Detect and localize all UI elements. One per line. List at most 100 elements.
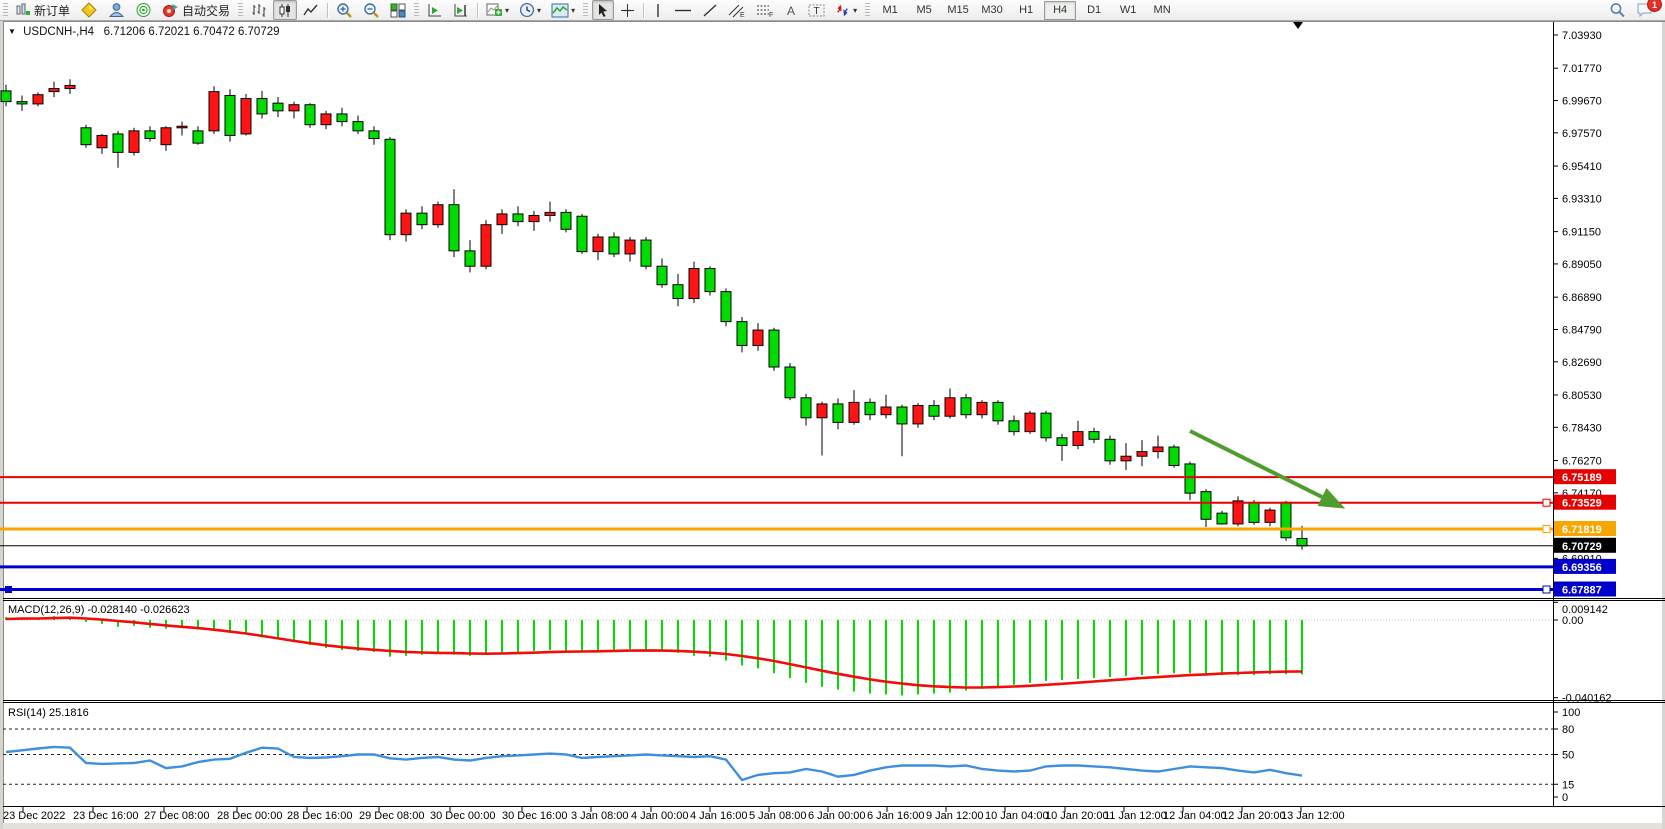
- price-axis[interactable]: 7.03930 7.01770 6.99670 6.97570 6.95410 6.933…: [1553, 30, 1602, 565]
- svg-text:-0.040162: -0.040162: [1562, 693, 1612, 705]
- svg-text:6.95410: 6.95410: [1562, 161, 1602, 173]
- symbol-dropdown-icon[interactable]: ▼: [8, 27, 16, 36]
- window-bottom-edge: [0, 823, 1665, 829]
- notifications-button[interactable]: 1: [1632, 0, 1662, 20]
- crosshair-tool-button[interactable]: [616, 0, 639, 20]
- search-button[interactable]: [1605, 0, 1630, 20]
- trendline-tool-button[interactable]: [698, 0, 722, 20]
- price-badge: [1554, 537, 1616, 553]
- auto-trading-button[interactable]: 自动交易: [158, 0, 234, 20]
- order-diamond-button[interactable]: [76, 0, 102, 20]
- timeframe-h4-button[interactable]: H4: [1044, 0, 1077, 20]
- svg-text:A: A: [787, 4, 795, 18]
- trader-profile-button[interactable]: [104, 0, 129, 20]
- svg-text:7.03930: 7.03930: [1562, 30, 1602, 42]
- templates-button[interactable]: ▾: [547, 0, 579, 20]
- svg-text:E: E: [740, 12, 745, 18]
- toolbar-grip[interactable]: [414, 3, 420, 17]
- fibonacci-tool-button[interactable]: F: [752, 0, 778, 20]
- line-handle[interactable]: [1542, 525, 1551, 534]
- zoom-out-button[interactable]: [359, 0, 384, 20]
- text-a-icon: A: [787, 4, 795, 18]
- toolbar-grip[interactable]: [583, 3, 589, 17]
- rsi-label: RSI(14) 25.1816: [8, 707, 89, 719]
- timeframe-mn-button[interactable]: MN: [1153, 4, 1171, 16]
- equidistant-channel-tool-button[interactable]: E: [724, 0, 750, 20]
- macd-signal-line: [5, 616, 1303, 689]
- timeframe-menu-button[interactable]: ▾: [515, 0, 545, 20]
- window-right-edge: [1662, 21, 1665, 829]
- horizontal-line-icon: [675, 9, 692, 11]
- arrows-tool-button[interactable]: ▾: [831, 0, 861, 20]
- equidistant-channel-icon: E: [728, 4, 745, 18]
- symbol-name: USDCNH-,H4: [23, 26, 95, 38]
- date-tick-label: 11 Jan 12:00: [1104, 810, 1167, 822]
- svg-text:0: 0: [1562, 792, 1568, 804]
- toolbar-grip[interactable]: [865, 3, 871, 17]
- price-badge: [1554, 558, 1616, 574]
- svg-text:6.99670: 6.99670: [1562, 96, 1602, 108]
- horizontal-level-lines[interactable]: 6.75189 6.73529 6.71819 6.70729 6.69356 6.678…: [0, 469, 1616, 597]
- timeframe-d1-button[interactable]: D1: [1087, 4, 1102, 16]
- toolbar-grip[interactable]: [238, 3, 244, 17]
- line-chart-button[interactable]: [299, 0, 323, 20]
- svg-text:F: F: [769, 12, 773, 18]
- timeframe-h1-button[interactable]: H1: [1019, 4, 1034, 16]
- date-axis[interactable]: 23 Dec 2022 23 Dec 16:00 27 Dec 08:00 28 De…: [3, 807, 1345, 822]
- line-chart-icon: [303, 4, 318, 15]
- search-icon: [1610, 3, 1625, 18]
- line-handle[interactable]: [5, 586, 12, 594]
- rsi-indicator-pane[interactable]: 100 80 50 150 RSI(14) 25.1816: [3, 707, 1580, 804]
- trend-arrow-head[interactable]: [1317, 488, 1346, 509]
- auto-scroll-button[interactable]: [449, 0, 473, 20]
- svg-text:6.89050: 6.89050: [1562, 259, 1602, 271]
- vertical-line-tool-button[interactable]: [648, 0, 668, 20]
- tile-windows-button[interactable]: [386, 0, 410, 20]
- svg-text:6.76270: 6.76270: [1562, 456, 1602, 468]
- indicators-plus-icon: [486, 3, 503, 16]
- candlestick-chart-button[interactable]: [273, 0, 298, 20]
- chart-shift-button[interactable]: [423, 0, 447, 20]
- svg-text:6.93310: 6.93310: [1562, 193, 1602, 205]
- auto-trading-label: 自动交易: [182, 3, 231, 18]
- date-tick-label: 29 Dec 08:00: [359, 810, 424, 822]
- date-tick-label: 12 Jan 20:00: [1222, 810, 1286, 822]
- svg-text:6.70729: 6.70729: [1562, 541, 1602, 553]
- date-tick-label: 3 Jan 08:00: [571, 810, 629, 822]
- cursor-tool-button[interactable]: [592, 0, 615, 20]
- chart-canvas[interactable]: 7.03930 7.01770 6.99670 6.97570 6.95410 6.933…: [0, 21, 1665, 829]
- timeframe-w1-button[interactable]: W1: [1119, 4, 1137, 16]
- toolbar-grip[interactable]: [3, 3, 8, 17]
- line-handle[interactable]: [1542, 498, 1551, 507]
- svg-text:50: 50: [1562, 750, 1574, 762]
- price-badge: [1554, 521, 1616, 537]
- chart-shift-marker[interactable]: [1293, 22, 1303, 29]
- date-tick-label: 28 Dec 16:00: [287, 810, 352, 822]
- timeframe-m1-button[interactable]: M1: [882, 4, 898, 16]
- svg-text:6.71819: 6.71819: [1562, 524, 1602, 536]
- trend-arrow-line[interactable]: [1189, 429, 1323, 499]
- text-label-tool-button[interactable]: T: [804, 0, 829, 20]
- timeframe-m5-button[interactable]: M5: [916, 4, 932, 16]
- svg-text:6.97570: 6.97570: [1562, 128, 1602, 140]
- timeframe-m30-button[interactable]: M30: [981, 4, 1003, 16]
- macd-label: MACD(12,26,9) -0.028140 -0.026623: [8, 604, 190, 616]
- indicators-button[interactable]: ▾: [482, 0, 513, 20]
- zoom-in-button[interactable]: [332, 0, 357, 20]
- new-order-button[interactable]: 新订单: [12, 0, 74, 20]
- svg-text:6.91150: 6.91150: [1562, 227, 1601, 239]
- timeframe-m15-button[interactable]: M15: [947, 4, 969, 16]
- auto-trading-icon: [163, 4, 179, 17]
- bar-chart-button[interactable]: [247, 0, 271, 20]
- date-tick-label: 10 Jan 20:00: [1045, 810, 1109, 822]
- svg-text:6.80530: 6.80530: [1562, 390, 1602, 402]
- clock-icon: [519, 2, 535, 18]
- text-tool-button[interactable]: A: [780, 0, 802, 20]
- line-handle[interactable]: [1542, 585, 1551, 594]
- horizontal-line-tool-button[interactable]: [670, 0, 696, 20]
- chart-symbol-title[interactable]: ▼ USDCNH-,H4 6.71206 6.72021 6.70472 6.7…: [8, 26, 280, 38]
- date-tick-label: 27 Dec 08:00: [144, 810, 209, 822]
- svg-text:6.67887: 6.67887: [1562, 585, 1602, 597]
- signals-button[interactable]: [131, 0, 156, 20]
